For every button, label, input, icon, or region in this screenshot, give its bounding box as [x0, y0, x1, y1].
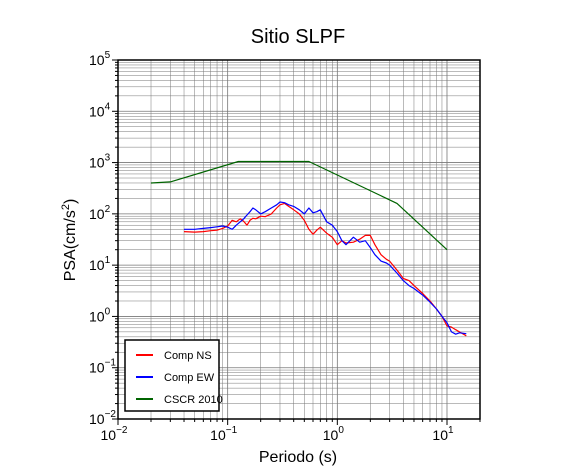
y-tick-exp: 0: [105, 306, 111, 317]
x-tick-label: 100: [323, 425, 345, 443]
y-tick-label: 100: [89, 306, 111, 324]
y-tick-base: 10: [89, 411, 105, 427]
y-tick-base: 10: [89, 308, 105, 324]
y-tick-label: 103: [89, 153, 111, 171]
y-axis-title-close: ): [62, 199, 79, 204]
plot-series: [150, 160, 467, 337]
y-tick-label: 101: [89, 255, 111, 273]
x-tick-label: 101: [432, 425, 454, 443]
y-tick-base: 10: [89, 257, 105, 273]
legend: Comp NS Comp EW CSCR 2010: [124, 339, 223, 412]
y-tick-exp: 4: [105, 101, 111, 112]
y-axis-title-sup: 2: [60, 204, 72, 210]
y-tick-base: 10: [89, 155, 105, 171]
x-tick-base: 10: [101, 427, 117, 443]
y-axis-title: PSA(cm/s2): [60, 199, 79, 282]
y-tick-label: 105: [89, 50, 111, 68]
legend-label: Comp NS: [164, 350, 212, 362]
y-tick-label: 104: [89, 101, 111, 119]
y-tick-exp: −2: [105, 409, 117, 420]
y-tick-exp: 1: [105, 255, 111, 266]
series-line-cscr-2010: [150, 160, 448, 251]
x-tick-exp: 1: [448, 425, 454, 436]
x-tick-label: 10−2: [101, 425, 128, 443]
y-tick-exp: 5: [105, 50, 111, 61]
y-tick-exp: 3: [105, 153, 111, 164]
chart-title: Sitio SLPF: [251, 26, 345, 48]
y-tick-exp: 2: [105, 204, 111, 215]
legend-label: Comp EW: [164, 372, 215, 384]
series-line-comp-ew: [184, 201, 467, 335]
x-axis-title: Periodo (s): [259, 449, 337, 466]
x-tick-exp: 0: [338, 425, 344, 436]
x-tick-exp: −2: [116, 425, 128, 436]
y-tick-label: 102: [89, 204, 111, 222]
plot-frame: [117, 59, 481, 420]
legend-label: CSCR 2010: [164, 394, 223, 406]
x-tick-base: 10: [323, 427, 339, 443]
y-axis-title-base: PSA(cm/s: [62, 210, 79, 281]
y-tick-base: 10: [89, 360, 105, 376]
x-tick-exp: −1: [226, 425, 238, 436]
y-tick-label: 10−2: [89, 409, 116, 427]
y-tick-base: 10: [89, 52, 105, 68]
y-tick-label: 10−1: [89, 358, 116, 376]
y-tick-base: 10: [89, 206, 105, 222]
y-tick-base: 10: [89, 103, 105, 119]
x-tick-base: 10: [432, 427, 448, 443]
x-tick-base: 10: [210, 427, 226, 443]
y-tick-exp: −1: [105, 358, 117, 369]
grid-lines: [117, 59, 481, 420]
series-line-comp-ns: [183, 202, 467, 337]
x-tick-label: 10−1: [210, 425, 237, 443]
